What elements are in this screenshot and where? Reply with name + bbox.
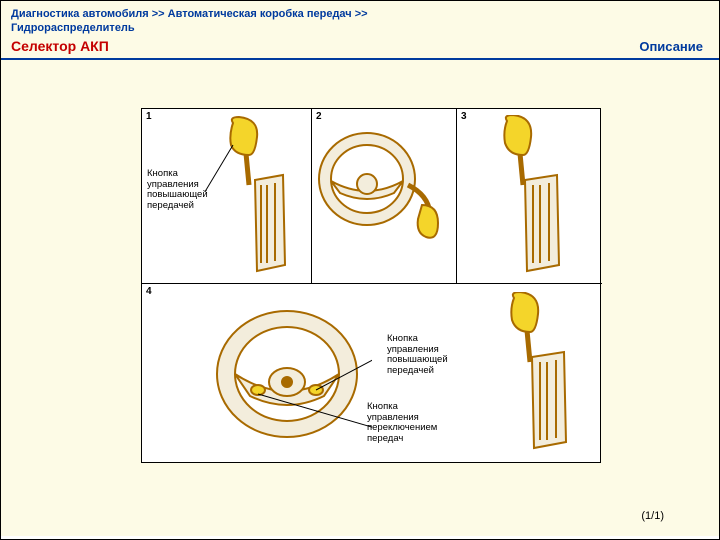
shift-lever-illustration-3 (485, 115, 585, 275)
panel-1: 1 Кнопка управления повышающей передачей (142, 109, 312, 284)
callout-shift-button: Кнопка управления переключением передач (367, 402, 437, 446)
panel-4: 4 Кн (142, 284, 602, 463)
page-title: Селектор АКП (11, 38, 109, 54)
content-area: 1 Кнопка управления повышающей передачей (1, 60, 719, 536)
diagram-frame: 1 Кнопка управления повышающей передачей (141, 108, 601, 463)
steering-wheel-illustration (202, 294, 372, 454)
wheel-with-column-shift-illustration (312, 109, 457, 284)
callout-overdrive-button-1: Кнопка управления повышающей передачей (147, 169, 208, 213)
panel-2: 2 (312, 109, 457, 284)
breadcrumb-line-1: Диагностика автомобиля >> Автоматическая… (11, 8, 368, 20)
page: Диагностика автомобиля >> Автоматическая… (0, 0, 720, 540)
breadcrumb-line-2: Гидрораспределитель (11, 22, 135, 34)
panel-num-4: 4 (146, 286, 152, 297)
header: Диагностика автомобиля >> Автоматическая… (1, 1, 719, 60)
panel-num-1: 1 (146, 111, 152, 122)
breadcrumb: Диагностика автомобиля >> Автоматическая… (11, 7, 709, 36)
page-counter: (1/1) (641, 510, 664, 522)
shift-lever-illustration-1 (205, 115, 305, 275)
shift-lever-illustration-4 (492, 292, 592, 452)
title-row: Селектор АКП Описание (11, 38, 709, 54)
callout-overdrive-button-2: Кнопка управления повышающей передачей (387, 334, 448, 378)
panel-num-3: 3 (461, 111, 467, 122)
description-label: Описание (639, 39, 703, 54)
panel-3: 3 (457, 109, 602, 284)
